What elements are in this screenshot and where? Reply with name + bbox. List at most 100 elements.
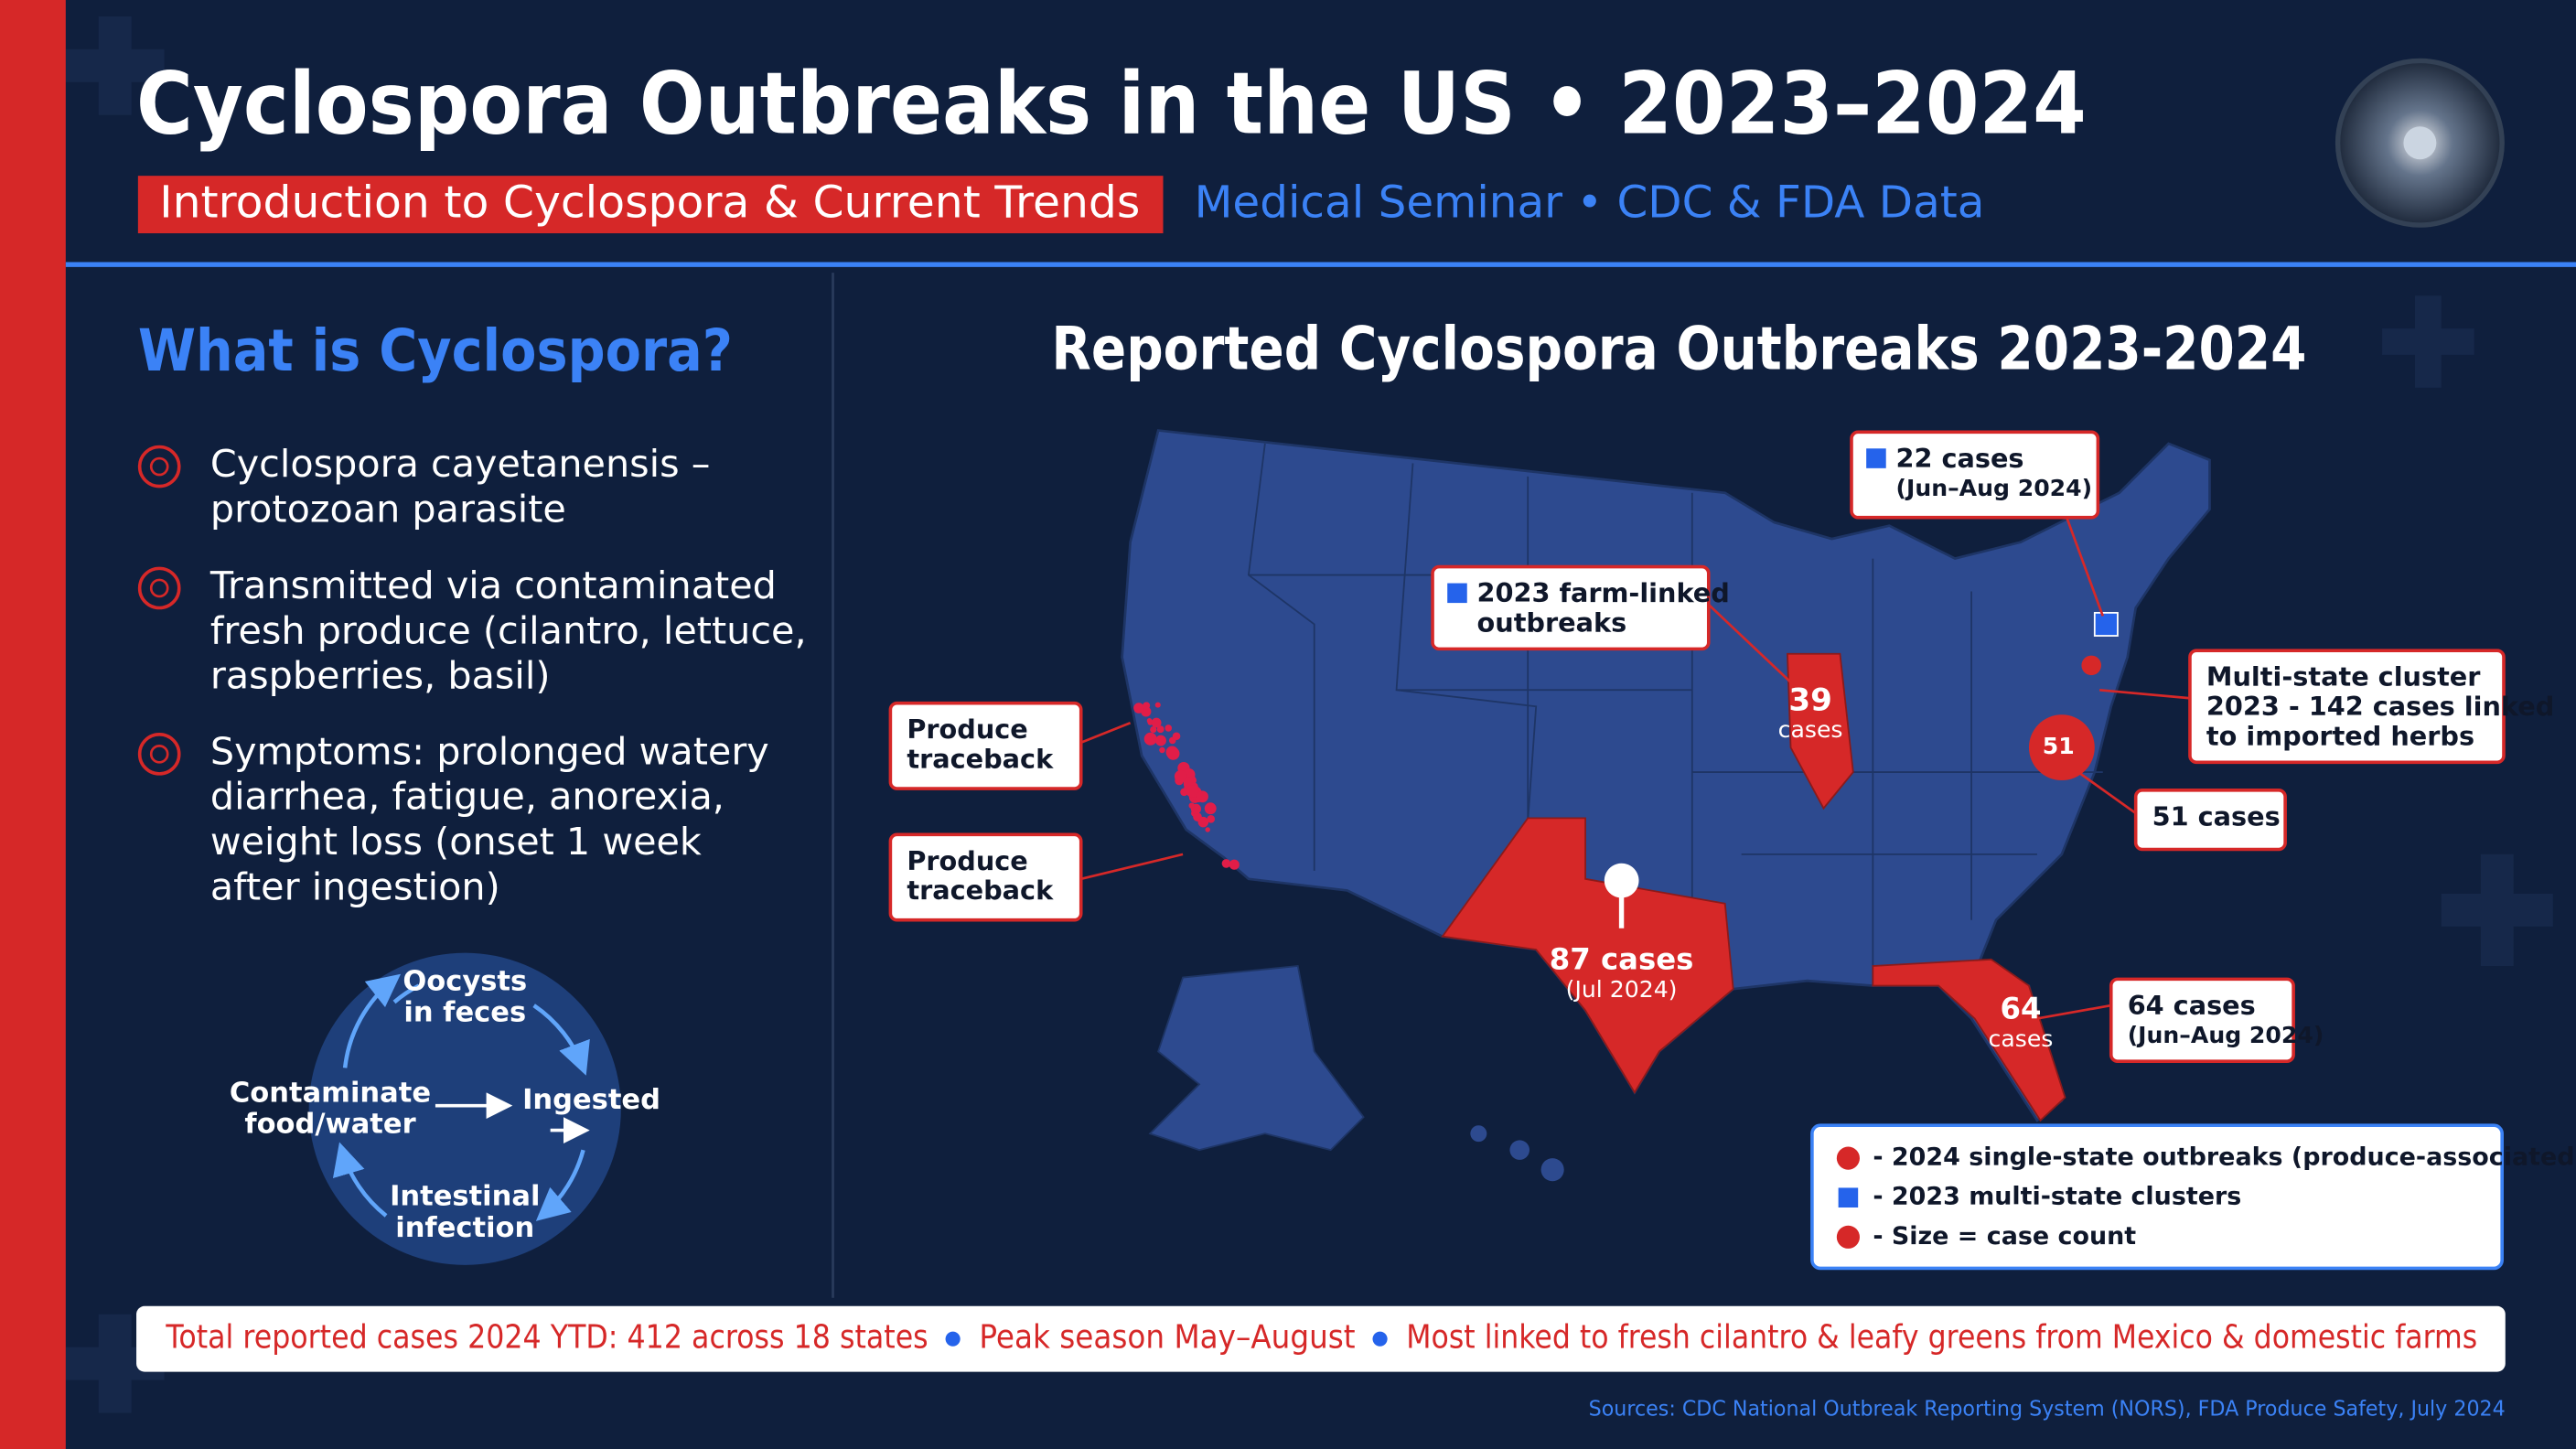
- callout-text: 64 cases: [2128, 990, 2256, 1021]
- cycle-label: Ingested: [522, 1084, 660, 1116]
- leader-line: [2099, 688, 2191, 700]
- leader-line: [2077, 770, 2137, 815]
- callout-text: 2023 farm-linked: [1477, 577, 1730, 608]
- legend-text: - 2024 single-state outbreaks (produce-a…: [1873, 1143, 2576, 1172]
- callout-box: [2133, 789, 2287, 852]
- bullet-icon: [137, 566, 181, 610]
- callout-box: [888, 832, 1083, 922]
- callout-text: Multi-state cluster: [2206, 661, 2481, 692]
- leader-line: [1707, 603, 1800, 692]
- legend-text: - Size = case count: [1873, 1222, 2136, 1250]
- outbreak-dot: [1207, 814, 1216, 823]
- bullet-text: protozoan parasite: [210, 487, 566, 531]
- bullets: Cyclospora cayetanensis –protozoan paras…: [137, 442, 807, 908]
- cycle-arrow: [332, 1142, 388, 1218]
- legend-box: [1810, 1123, 2504, 1271]
- bullet-icon: [149, 578, 169, 598]
- legend-text: - 2023 multi-state clusters: [1873, 1183, 2241, 1211]
- callouts: 22 cases(Jun–Aug 2024)2023 farm-linkedou…: [888, 430, 2554, 1063]
- outbreak-dot: [1166, 746, 1180, 760]
- callout-text: Produce: [907, 845, 1027, 876]
- bullet-text: weight loss (onset 1 week: [210, 820, 702, 864]
- callout-text: Produce: [907, 714, 1027, 745]
- bullet-text: raspberries, basil): [210, 654, 551, 698]
- cycle-label: in feces: [403, 997, 526, 1029]
- callout-box: [1431, 564, 1711, 651]
- footer-item: Total reported cases 2024 YTD: 412 acros…: [166, 1319, 928, 1357]
- map-title: Reported Cyclospora Outbreaks 2023-2024: [1051, 316, 2306, 384]
- cycle-label: infection: [395, 1212, 534, 1244]
- outbreak-dot: [1143, 702, 1151, 710]
- bullet-text: Transmitted via contaminated: [209, 564, 777, 607]
- callout-box: [888, 701, 1083, 790]
- marker-label: 87 cases: [1550, 942, 1694, 977]
- cycle-circle: [308, 952, 621, 1265]
- outbreak-dot: [1229, 859, 1240, 870]
- bullet-text: diarrhea, fatigue, anorexia,: [210, 775, 724, 819]
- callout-box: [2109, 977, 2295, 1063]
- callout-text: 51 cases: [2152, 800, 2281, 832]
- marker-label: cases: [1989, 1025, 2054, 1052]
- callout-text: to imported herbs: [2206, 720, 2474, 751]
- cycle-label: Contaminate: [230, 1078, 431, 1110]
- footer-bar: [136, 1305, 2506, 1372]
- callout-text: traceback: [907, 875, 1054, 906]
- cycle-arrow: [535, 1149, 585, 1221]
- separator: [1372, 1331, 1388, 1347]
- outbreak-dot: [1221, 859, 1231, 868]
- sources: Sources: CDC National Outbreak Reporting…: [1589, 1395, 2506, 1421]
- outbreak-dot: [1154, 702, 1161, 708]
- badge-text: Introduction to Cyclospora & Current Tre…: [159, 177, 1140, 228]
- callout-square: [1447, 583, 1467, 604]
- bullet-text: Symptoms: prolonged watery: [210, 729, 769, 773]
- marker-label: 64: [2000, 991, 2041, 1025]
- badge: [137, 176, 1164, 234]
- outbreak-dot: [1159, 746, 1165, 754]
- subtitle: Medical Seminar • CDC & FDA Data: [1195, 177, 1985, 228]
- outbreak-dot: [1143, 732, 1157, 746]
- outbreak-dot: [1172, 732, 1181, 741]
- outbreak-dot: [1186, 785, 1199, 798]
- legend-swatch: [1836, 1225, 1860, 1249]
- footer-item: Most linked to fresh cilantro & leafy gr…: [1406, 1319, 2477, 1357]
- marker-label: 39: [1788, 682, 1831, 718]
- bullet-icon: [149, 745, 169, 764]
- outbreak-dot: [1205, 827, 1210, 832]
- outbreak-dot: [1133, 703, 1144, 714]
- callout-box: [2188, 649, 2506, 765]
- outbreak-dot: [1165, 724, 1173, 732]
- bullet-icon: [137, 732, 181, 776]
- callout-text: traceback: [907, 744, 1054, 775]
- callout-text: (Jun–Aug 2024): [1895, 475, 2092, 501]
- ca-outbreak-dots: [1133, 702, 1240, 870]
- outbreak-dot: [1180, 788, 1188, 797]
- leader-line: [2066, 517, 2105, 617]
- legend-swatch: [1836, 1146, 1860, 1170]
- cycle-arrow: [342, 973, 402, 1068]
- outbreak-dot: [1197, 816, 1209, 828]
- outbreak-dot: [1150, 725, 1157, 734]
- footer-item: Peak season May–August: [979, 1319, 1355, 1357]
- leader-line: [1080, 853, 1184, 881]
- outbreak-dot: [1204, 802, 1217, 815]
- leader-line: [1080, 721, 1132, 745]
- outbreak-dot: [1155, 735, 1166, 746]
- red-stripe: [0, 0, 66, 1449]
- cycle-label: Intestinal: [390, 1181, 540, 1213]
- marker-label: 51: [2043, 733, 2075, 759]
- outbreak-dot: [1156, 725, 1165, 734]
- left-heading: What is Cyclospora?: [138, 317, 733, 384]
- cycle-arrow: [532, 1004, 590, 1076]
- marker-label: cases: [1778, 716, 1843, 743]
- decor-crosses: [65, 16, 2553, 1413]
- callout-square: [1866, 448, 1886, 468]
- callout-box: [1850, 430, 2100, 520]
- callout-text: outbreaks: [1477, 606, 1627, 638]
- callout-text: (Jun–Aug 2024): [2128, 1022, 2324, 1048]
- outbreak-dot: [1196, 790, 1208, 803]
- parasite-core: [2403, 126, 2437, 160]
